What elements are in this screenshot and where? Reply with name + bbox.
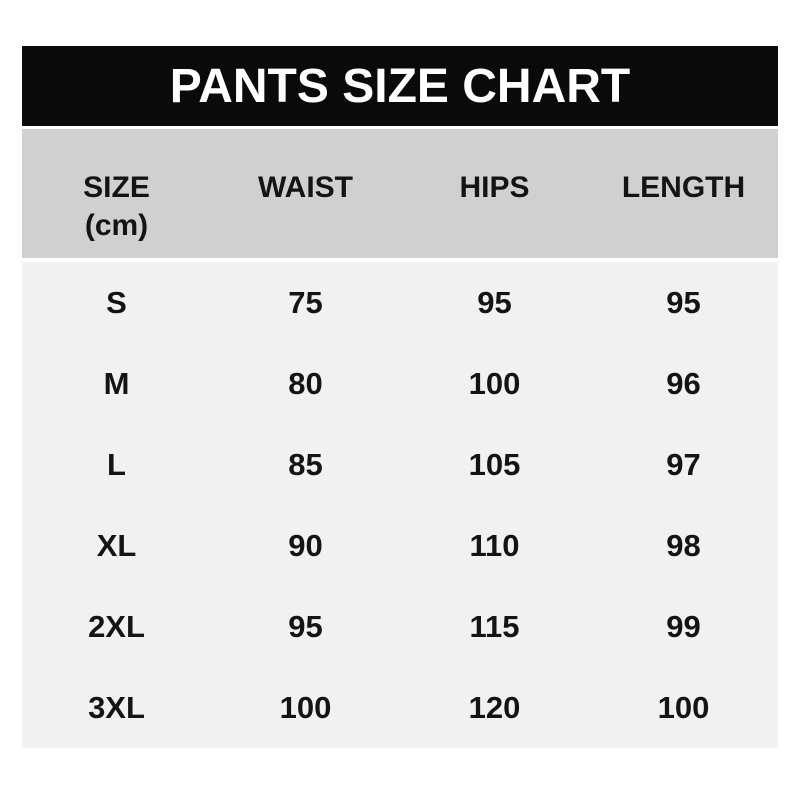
header-cell-size: SIZE (cm) <box>22 129 211 258</box>
table-row: XL 90 110 98 <box>22 505 778 586</box>
row-size-label: L <box>107 446 126 482</box>
length-value: 96 <box>666 365 701 401</box>
size-chart: PANTS SIZE CHART SIZE (cm) WAIST HIPS LE… <box>22 46 778 748</box>
header-size-label: SIZE <box>83 171 150 204</box>
chart-title-band: PANTS SIZE CHART <box>22 46 778 126</box>
header-cell-hips: HIPS <box>459 171 530 204</box>
table-row: M 80 100 96 <box>22 343 778 424</box>
table-row: 2XL 95 115 99 <box>22 586 778 667</box>
waist-value: 95 <box>288 608 323 644</box>
waist-value: 80 <box>288 365 323 401</box>
header-cell-length: LENGTH <box>621 171 746 204</box>
row-size-label: 3XL <box>88 689 145 725</box>
length-value: 99 <box>666 608 701 644</box>
hips-value: 120 <box>468 689 521 725</box>
header-size-unit: (cm) <box>84 209 149 242</box>
waist-value: 75 <box>288 284 323 320</box>
table-row: S 75 95 95 <box>22 262 778 343</box>
row-size-label: XL <box>96 527 137 563</box>
waist-value: 100 <box>279 689 332 725</box>
table-row: 3XL 100 120 100 <box>22 667 778 748</box>
length-value: 97 <box>666 446 701 482</box>
length-value: 95 <box>666 284 701 320</box>
waist-value: 85 <box>288 446 323 482</box>
row-size-label: 2XL <box>88 608 145 644</box>
table-header-row: SIZE (cm) WAIST HIPS LENGTH <box>22 129 778 258</box>
hips-value: 110 <box>469 527 520 563</box>
row-size-label: M <box>103 365 130 401</box>
table-row: L 85 105 97 <box>22 424 778 505</box>
waist-value: 90 <box>288 527 323 563</box>
table-body: S 75 95 95 M 80 100 96 L 85 105 97 XL 90… <box>22 262 778 748</box>
hips-value: 105 <box>468 446 521 482</box>
hips-value: 95 <box>477 284 512 320</box>
length-value: 100 <box>657 689 710 725</box>
hips-value: 115 <box>469 608 520 644</box>
hips-value: 100 <box>468 365 521 401</box>
header-cell-waist: WAIST <box>258 171 353 204</box>
chart-title: PANTS SIZE CHART <box>169 59 631 113</box>
row-size-label: S <box>106 284 127 320</box>
length-value: 98 <box>666 527 701 563</box>
